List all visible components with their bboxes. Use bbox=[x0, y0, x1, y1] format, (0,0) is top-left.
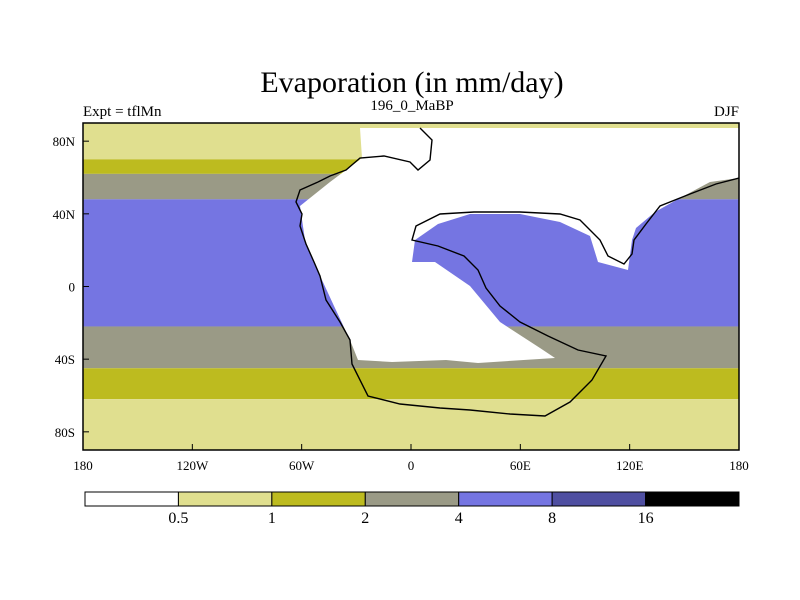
colorbar-swatch-4 bbox=[458, 491, 553, 507]
time-label: 196_0_MaBP bbox=[370, 98, 453, 114]
colorbar: 0.5 1 2 4 8 16 bbox=[84, 491, 740, 527]
colorbar-swatch-1 bbox=[177, 491, 273, 507]
colorbar-swatch-6 bbox=[645, 491, 740, 507]
x-tick-label-0: 180 bbox=[73, 458, 93, 473]
season-label: DJF bbox=[714, 104, 739, 120]
x-tick-label-4: 60E bbox=[510, 458, 531, 473]
colorbar-swatch-3 bbox=[364, 491, 460, 507]
x-tick-label-6: 180 bbox=[729, 458, 749, 473]
y-tick-label-4: 80S bbox=[55, 425, 75, 440]
y-tick-label-0: 80N bbox=[53, 134, 76, 149]
x-tick-label-1: 120W bbox=[176, 458, 209, 473]
y-tick-label-2: 0 bbox=[69, 280, 76, 295]
x-tick-label-5: 120E bbox=[616, 458, 644, 473]
colorbar-swatch-0 bbox=[84, 491, 179, 507]
colorbar-label-5: 16 bbox=[638, 510, 654, 527]
supercontinent-land bbox=[300, 128, 739, 363]
colorbar-label-4: 8 bbox=[548, 510, 556, 527]
colorbar-swatch-2 bbox=[271, 491, 366, 507]
land-coastline bbox=[295, 177, 739, 417]
map-x-axis: 180 120W 60W 0 60E 120E 180 bbox=[73, 444, 749, 473]
y-tick-label-3: 40S bbox=[55, 352, 75, 367]
ocean-band-6 bbox=[83, 399, 739, 450]
x-tick-label-2: 60W bbox=[289, 458, 315, 473]
colorbar-swatch-5 bbox=[551, 491, 647, 507]
y-tick-label-1: 40N bbox=[53, 207, 76, 222]
colorbar-label-3: 4 bbox=[455, 510, 463, 527]
figure-title: Evaporation (in mm/day) bbox=[260, 66, 563, 99]
map-plot-area bbox=[83, 123, 739, 450]
ocean-band-5 bbox=[83, 368, 739, 400]
colorbar-label-2: 2 bbox=[361, 510, 369, 527]
map-y-axis: 80N 40N 0 40S 80S bbox=[53, 134, 89, 440]
x-tick-label-3: 0 bbox=[408, 458, 415, 473]
north-polar-coastline bbox=[317, 127, 433, 183]
experiment-label: Expt = tflMn bbox=[83, 104, 162, 120]
colorbar-label-1: 1 bbox=[268, 510, 276, 527]
land-mask bbox=[295, 127, 739, 417]
colorbar-label-0: 0.5 bbox=[168, 510, 188, 527]
